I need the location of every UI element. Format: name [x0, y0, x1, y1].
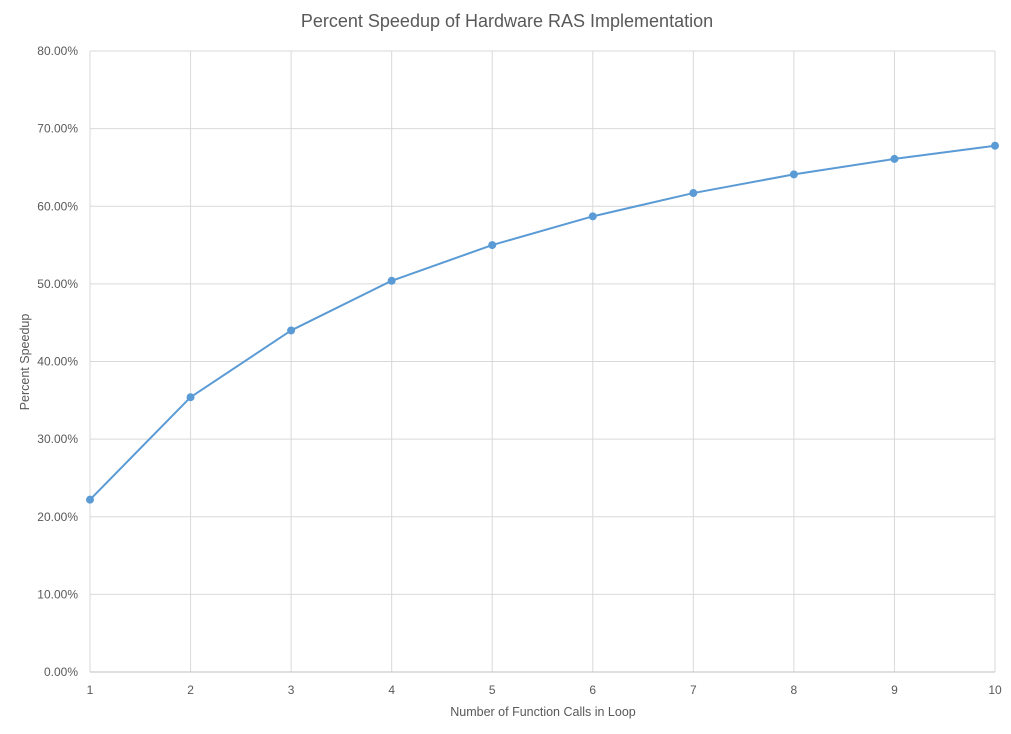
data-point: [991, 141, 999, 150]
y-tick-label: 10.00%: [37, 587, 78, 601]
x-tick-label: 9: [891, 683, 898, 697]
data-point: [689, 189, 698, 198]
data-point: [588, 212, 597, 221]
x-tick-label: 2: [187, 683, 194, 697]
x-axis-title: Number of Function Calls in Loop: [450, 705, 636, 719]
x-tick-label: 6: [589, 683, 596, 697]
data-point: [86, 495, 94, 504]
y-tick-label: 0.00%: [44, 665, 78, 679]
x-tick-label: 3: [288, 683, 295, 697]
data-point: [789, 170, 798, 179]
x-tick-label: 8: [791, 683, 798, 697]
x-tick-label: 7: [690, 683, 697, 697]
x-tick-label: 4: [388, 683, 395, 697]
data-point: [387, 276, 396, 285]
y-tick-label: 50.00%: [37, 277, 78, 291]
chart-title: Percent Speedup of Hardware RAS Implemen…: [301, 11, 713, 31]
y-tick-label: 70.00%: [37, 122, 78, 136]
series-line: [89, 144, 996, 501]
data-point: [287, 326, 296, 335]
y-tick-label: 20.00%: [37, 510, 78, 524]
series: [86, 141, 999, 504]
y-tick-label: 30.00%: [37, 432, 78, 446]
x-tick-label: 5: [489, 683, 496, 697]
data-point: [186, 393, 195, 402]
y-tick-label: 60.00%: [37, 199, 78, 213]
tick-labels: 0.00% 10.00% 20.00% 30.00% 40.00% 50.00% 60.00…: [37, 44, 1002, 697]
x-tick-label: 1: [87, 683, 94, 697]
data-point: [488, 241, 497, 250]
y-axis-title: Percent Speedup: [18, 314, 32, 411]
data-point: [890, 154, 899, 163]
y-tick-label: 40.00%: [37, 355, 78, 369]
y-tick-label: 80.00%: [37, 44, 78, 58]
grid-lines: [89, 50, 996, 672]
x-tick-label: 10: [988, 683, 1002, 697]
